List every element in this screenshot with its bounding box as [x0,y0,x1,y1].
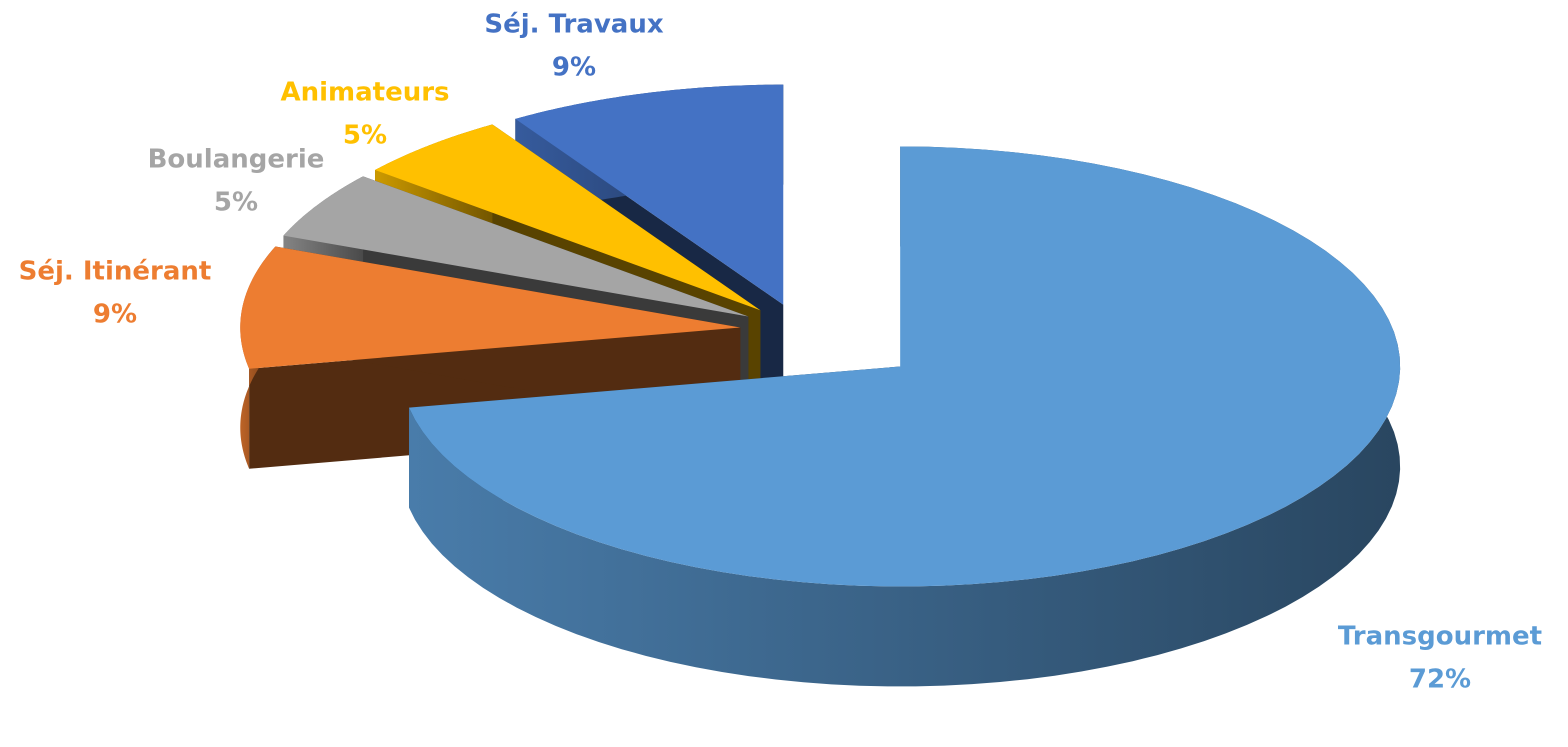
category-label: Boulangerie [148,145,325,175]
value-label: 9% [93,300,137,330]
category-label: Séj. Itinérant [19,257,212,287]
slice [515,84,784,305]
category-label: Séj. Travaux [484,10,663,40]
category-label: Transgourmet [1338,622,1542,652]
value-label: 72% [1409,665,1471,695]
slice [375,124,761,311]
value-label: 9% [552,53,596,83]
category-label: Animateurs [280,78,449,108]
slice [283,176,749,317]
value-label: 5% [343,121,387,151]
slice [240,246,741,369]
value-label: 5% [214,188,258,218]
slice [409,146,1401,587]
